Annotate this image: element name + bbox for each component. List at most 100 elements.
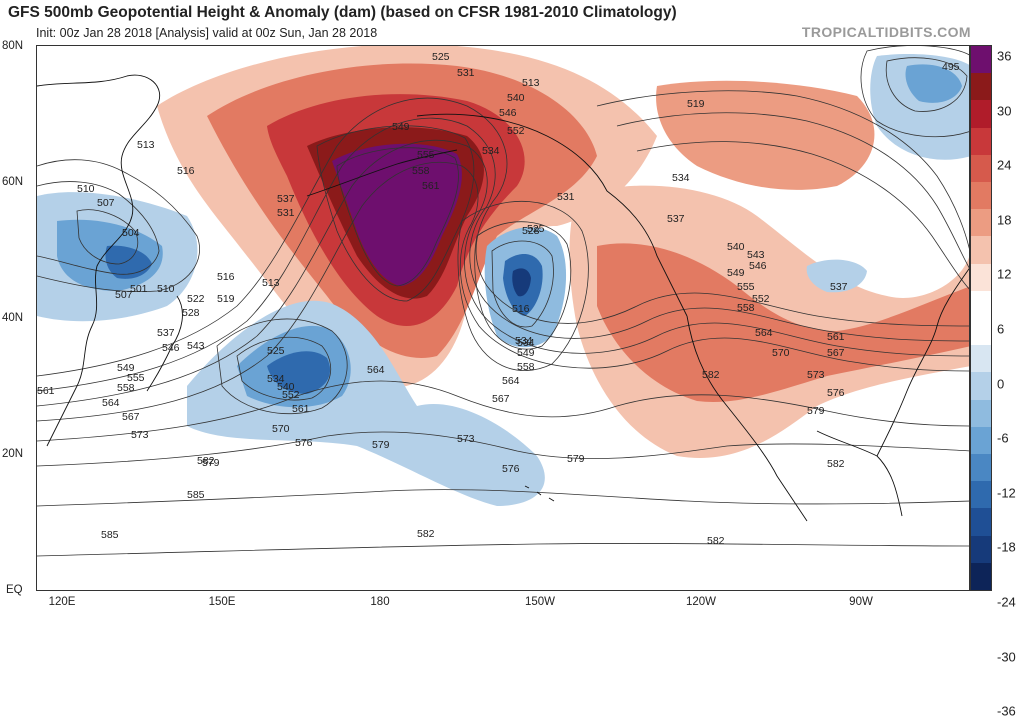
colorbar-segment	[971, 454, 991, 482]
colorbar-tick-label: -18	[997, 539, 1016, 555]
contour-value-label: 528	[522, 225, 540, 237]
negative-anomaly-core	[905, 64, 962, 103]
contour-value-label: 567	[492, 393, 510, 405]
colorbar-segment	[971, 372, 991, 400]
height-contour	[37, 181, 160, 275]
contour-value-label: 579	[372, 439, 390, 451]
lon-label-150w: 150W	[524, 596, 556, 608]
colorbar-segment	[971, 209, 991, 237]
height-contour	[216, 318, 348, 415]
height-contour	[37, 117, 969, 392]
height-contour	[457, 200, 589, 371]
colorbar-segment	[971, 318, 991, 346]
contour-value-label: 564	[102, 397, 120, 409]
contour-value-label: 543	[187, 340, 205, 352]
contour-value-label: 573	[807, 369, 825, 381]
coastline-hawaii	[524, 485, 555, 502]
contour-value-label: 510	[157, 283, 175, 295]
colorbar-tick-label: -36	[997, 703, 1016, 719]
contour-value-label: 552	[282, 389, 300, 401]
lat-label-80n: 80N	[2, 40, 24, 52]
contour-value-label: 537	[667, 213, 685, 225]
contour-value-label: 546	[162, 342, 180, 354]
contour-value-label: 549	[517, 347, 535, 359]
contour-value-label: 573	[457, 433, 475, 445]
contour-value-label: 543	[747, 249, 765, 261]
height-contour	[37, 162, 969, 422]
colorbar-tick-label: 30	[997, 103, 1012, 119]
negative-anomaly-core	[512, 268, 531, 297]
contour-value-label: 534	[267, 373, 285, 385]
contour-value-label: 573	[131, 429, 149, 441]
colorbar-segment	[971, 399, 991, 427]
contour-value-label: 576	[827, 387, 845, 399]
contour-value-label: 564	[502, 375, 520, 387]
height-anomaly-map: 5255315405465525345495555585615375315165…	[37, 46, 969, 557]
height-contour	[37, 543, 969, 557]
contour-value-label: 507	[97, 197, 115, 209]
colorbar-tick-label: -30	[997, 649, 1016, 665]
coastline-aleutians	[306, 149, 458, 197]
contour-value-label: 576	[295, 437, 313, 449]
contour-value-label: 516	[177, 165, 195, 177]
colorbar-segment	[971, 345, 991, 373]
contour-value-label: 504	[122, 227, 140, 239]
negative-anomaly-region	[806, 259, 867, 293]
contour-value-label: 567	[122, 411, 140, 423]
contour-value-label: 507	[115, 289, 133, 301]
height-contour	[316, 125, 475, 302]
positive-anomaly-region	[597, 243, 969, 402]
height-contour	[37, 431, 969, 467]
contour-value-label: 582	[827, 458, 845, 470]
colorbar-tick-label: 18	[997, 212, 1012, 228]
contour-value-label: 576	[502, 463, 520, 475]
negative-anomaly-core	[105, 245, 152, 279]
contour-value-label: 558	[517, 361, 535, 373]
colorbar-tick-label: 6	[997, 321, 1005, 337]
colorbar-segment	[971, 73, 991, 101]
height-contour	[636, 141, 969, 290]
contour-value-label: 516	[512, 303, 530, 315]
colorbar-tick-label: -24	[997, 594, 1016, 610]
coastlines	[37, 74, 969, 522]
anomaly-shading	[37, 46, 969, 506]
colorbar-segment	[971, 154, 991, 183]
lat-label-40n: 40N	[2, 312, 24, 324]
contour-value-label: 549	[117, 362, 135, 374]
contour-value-label: 546	[499, 107, 517, 119]
contour-value-label: 528	[182, 307, 200, 319]
contour-value-label: 534	[672, 172, 690, 184]
contour-value-label: 513	[262, 277, 280, 289]
contour-value-label: 531	[457, 67, 475, 79]
contour-value-label: 525	[527, 223, 545, 235]
contour-value-label: 561	[827, 331, 845, 343]
contour-value-label: 561	[37, 385, 55, 397]
positive-anomaly-core	[332, 143, 462, 286]
contour-value-label: 534	[517, 337, 535, 349]
lon-label-150e: 150E	[208, 596, 236, 608]
colorbar-tick-label: -12	[997, 485, 1016, 501]
contour-value-label: 549	[727, 267, 745, 279]
contour-value-label: 558	[117, 382, 135, 394]
colorbar-tick-label: 12	[997, 266, 1012, 282]
contour-value-label: 579	[567, 453, 585, 465]
contour-value-label: 531	[557, 191, 575, 203]
colorbar-tick-label: 24	[997, 157, 1012, 173]
lon-label-90w: 90W	[849, 596, 873, 608]
height-contour	[236, 336, 331, 401]
contour-value-label: 561	[292, 403, 310, 415]
anomaly-colorbar	[970, 45, 992, 591]
lon-label-120e: 120E	[48, 596, 76, 608]
contour-value-label: 534	[515, 335, 533, 347]
coastline-asia	[37, 74, 161, 447]
contour-value-label: 513	[522, 77, 540, 89]
height-contour	[336, 147, 459, 287]
contour-value-label: 552	[507, 125, 525, 137]
height-contour	[860, 46, 969, 138]
colorbar-segment	[971, 182, 991, 210]
contour-value-label: 558	[737, 302, 755, 314]
colorbar-segment	[971, 100, 991, 128]
coastline-na-east	[876, 268, 969, 457]
init-valid-subtitle: Init: 00z Jan 28 2018 [Analysis] valid a…	[36, 26, 378, 40]
coastline-gulf	[816, 430, 903, 517]
